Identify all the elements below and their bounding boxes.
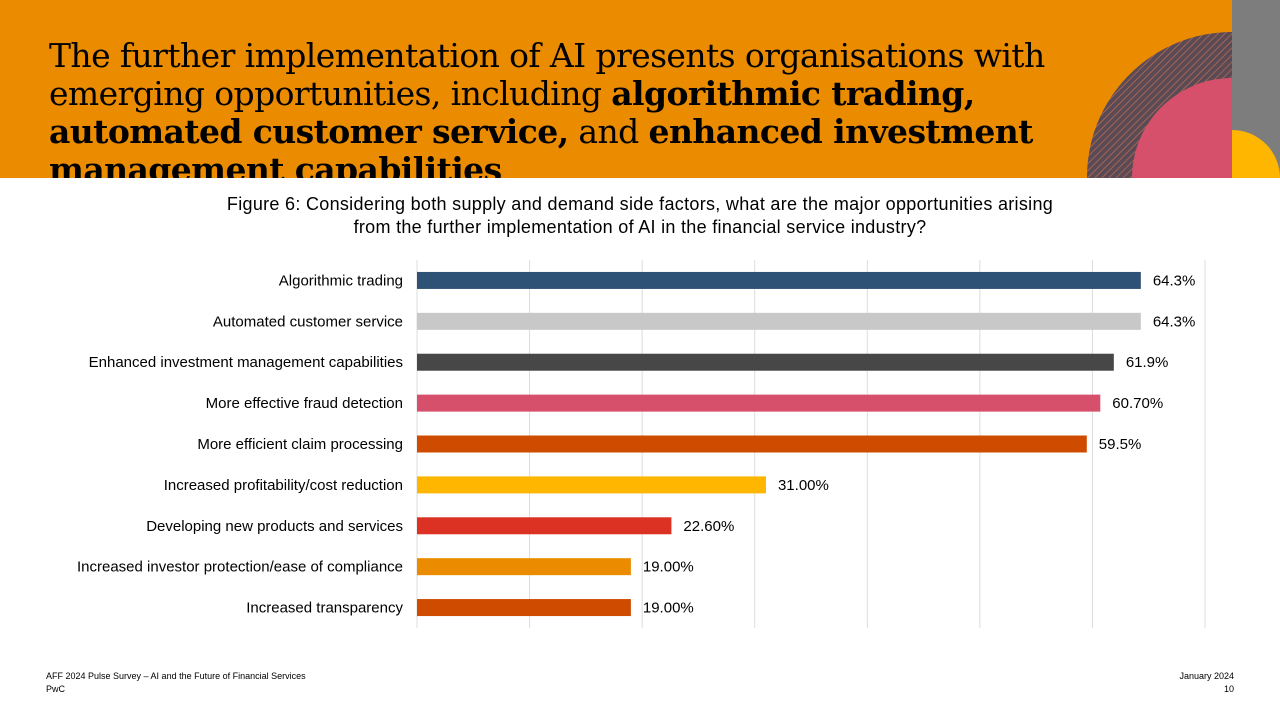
bar: [417, 435, 1087, 453]
category-label: Developing new products and services: [146, 518, 403, 535]
footer-company: PwC: [46, 684, 66, 694]
bar-chart: Algorithmic trading 64.3% Automated custom…: [77, 260, 1206, 628]
title-part-1: algorithmic trading, automated customer …: [49, 74, 975, 151]
footer-date: January 2024: [1179, 671, 1234, 681]
footer-right: January 2024 10: [1100, 670, 1234, 696]
value-label: 31.00%: [778, 477, 829, 494]
footer-page-number: 10: [1223, 684, 1234, 694]
category-label: Increased investor protection/ease of co…: [77, 559, 403, 576]
bar: [417, 312, 1141, 330]
value-label: 64.3%: [1153, 272, 1196, 289]
page-title: The further implementation of AI present…: [49, 36, 1099, 179]
figure-title-line-1: Figure 6: Considering both supply and de…: [226, 194, 1054, 214]
footer-source: AFF 2024 Pulse Survey – AI and the Futur…: [46, 671, 306, 681]
bar: [417, 353, 1114, 371]
grey-side-strip: [1232, 0, 1280, 178]
yellow-arc-shape: [1232, 130, 1280, 178]
value-label: 64.3%: [1153, 313, 1196, 330]
title-part-2: and: [568, 112, 649, 151]
title-part-3: enhanced investment management capabilit…: [49, 112, 1033, 179]
category-label: Increased transparency: [246, 600, 403, 617]
title-part-0: The further implementation of AI present…: [49, 36, 1045, 113]
value-label: 59.5%: [1099, 436, 1142, 453]
category-label: Algorithmic trading: [279, 272, 403, 289]
header-banner: The further implementation of AI present…: [0, 0, 1232, 178]
bar: [417, 271, 1141, 289]
footer-left: AFF 2024 Pulse Survey – AI and the Futur…: [46, 670, 306, 696]
bar: [417, 517, 672, 535]
category-label: More efficient claim processing: [197, 436, 403, 453]
category-label: More effective fraud detection: [206, 395, 403, 412]
value-label: 19.00%: [643, 559, 694, 576]
category-label: Automated customer service: [213, 313, 403, 330]
pink-arc-shape: [1132, 78, 1232, 178]
bar: [417, 599, 631, 617]
bar: [417, 558, 631, 576]
category-label: Enhanced investment management capabilit…: [89, 354, 403, 371]
bar: [417, 394, 1101, 412]
figure-title: Figure 6: Considering both supply and de…: [160, 193, 1120, 239]
decorative-graphic: [1086, 32, 1232, 178]
value-label: 19.00%: [643, 600, 694, 617]
category-label: Increased profitability/cost reduction: [164, 477, 403, 494]
figure-title-line-2: from the further implementation of AI in…: [353, 217, 927, 237]
value-label: 61.9%: [1126, 354, 1169, 371]
value-label: 22.60%: [683, 518, 734, 535]
bar: [417, 476, 766, 494]
value-label: 60.70%: [1112, 395, 1163, 412]
